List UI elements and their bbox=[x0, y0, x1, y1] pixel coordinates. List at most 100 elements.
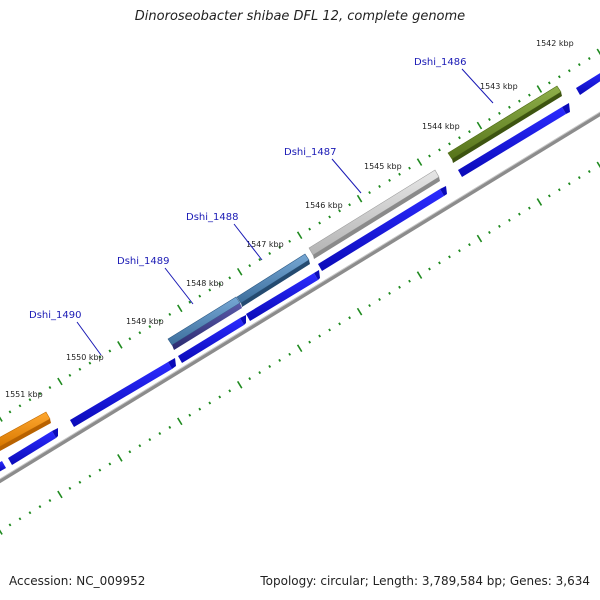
major-tick bbox=[296, 231, 303, 240]
major-tick bbox=[356, 307, 363, 316]
minor-tick bbox=[278, 358, 282, 362]
minor-tick bbox=[567, 69, 571, 73]
major-tick bbox=[117, 341, 123, 349]
major-tick bbox=[0, 529, 3, 535]
minor-tick bbox=[18, 517, 22, 521]
gene-leader-dshi-1488 bbox=[233, 223, 263, 261]
minor-tick bbox=[258, 371, 262, 375]
minor-tick bbox=[68, 373, 72, 377]
minor-tick bbox=[408, 166, 411, 170]
minor-tick bbox=[328, 215, 332, 219]
minor-tick bbox=[577, 63, 581, 67]
gene-label-dshi-1486[interactable]: Dshi_1486 bbox=[414, 57, 466, 68]
minor-tick bbox=[38, 505, 42, 509]
minor-tick bbox=[88, 474, 92, 478]
cds-arrow-7[interactable] bbox=[0, 461, 6, 472]
minor-tick bbox=[318, 221, 322, 225]
ruler-label-1550: 1550 kbp bbox=[66, 353, 104, 362]
minor-tick bbox=[557, 188, 561, 192]
minor-tick bbox=[48, 499, 52, 503]
major-tick bbox=[57, 490, 63, 499]
ruler-label-1542: 1542 kbp bbox=[536, 39, 574, 48]
minor-tick bbox=[148, 325, 152, 329]
major-tick bbox=[596, 48, 600, 56]
cds-arrow-4[interactable] bbox=[178, 315, 246, 363]
gene-label-dshi-1487[interactable]: Dshi_1487 bbox=[284, 147, 336, 158]
gene-block-dshi-1489[interactable] bbox=[167, 296, 242, 350]
minor-tick bbox=[378, 184, 381, 188]
gene-block-dshi-1491[interactable] bbox=[0, 411, 51, 451]
minor-tick bbox=[198, 294, 202, 298]
minor-tick bbox=[338, 209, 341, 213]
genome-backbone bbox=[0, 111, 600, 484]
gene-label-dshi-1488[interactable]: Dshi_1488 bbox=[186, 212, 238, 223]
minor-tick bbox=[28, 398, 32, 402]
cds-arrow-3[interactable] bbox=[246, 270, 320, 321]
minor-tick bbox=[198, 407, 202, 411]
minor-tick bbox=[547, 81, 551, 85]
minor-tick bbox=[428, 154, 431, 158]
major-tick bbox=[536, 198, 543, 206]
ruler-label-1551: 1551 kbp bbox=[5, 390, 43, 399]
minor-tick bbox=[168, 312, 172, 316]
minor-tick bbox=[308, 340, 312, 344]
minor-tick bbox=[448, 142, 451, 146]
minor-tick bbox=[128, 337, 132, 341]
minor-tick bbox=[368, 304, 371, 308]
cds-arrow-2[interactable] bbox=[318, 186, 447, 271]
minor-tick bbox=[577, 176, 581, 180]
ruler-label-1546: 1546 kbp bbox=[305, 201, 343, 210]
ruler-label-1548: 1548 kbp bbox=[186, 279, 224, 288]
minor-tick bbox=[188, 300, 192, 304]
minor-tick bbox=[338, 322, 341, 326]
minor-tick bbox=[388, 178, 391, 182]
minor-tick bbox=[587, 170, 591, 174]
major-tick bbox=[57, 377, 63, 386]
minor-tick bbox=[288, 352, 292, 356]
ruler-label-1543: 1543 kbp bbox=[480, 82, 518, 91]
cds-arrow-8[interactable] bbox=[576, 70, 600, 95]
cds-arrow-5[interactable] bbox=[70, 358, 176, 427]
minor-tick bbox=[78, 367, 82, 371]
minor-tick bbox=[527, 93, 531, 97]
minor-tick bbox=[248, 377, 252, 381]
minor-tick bbox=[388, 291, 391, 295]
cds-arrow-1[interactable] bbox=[458, 103, 570, 177]
minor-tick bbox=[48, 386, 52, 390]
minor-tick bbox=[188, 413, 192, 417]
minor-tick bbox=[468, 243, 471, 247]
gene-block-dshi-1486[interactable] bbox=[447, 85, 562, 163]
minor-tick bbox=[408, 279, 411, 283]
minor-tick bbox=[208, 401, 212, 405]
minor-tick bbox=[98, 468, 102, 472]
minor-tick bbox=[587, 57, 591, 61]
gene-block-dshi-1487[interactable] bbox=[308, 169, 440, 259]
cds-arrow-6[interactable] bbox=[8, 428, 58, 465]
minor-tick bbox=[428, 267, 431, 271]
gene-block-dshi-1488[interactable] bbox=[236, 253, 310, 307]
minor-tick bbox=[448, 255, 451, 259]
minor-tick bbox=[218, 395, 222, 399]
gene-label-dshi-1490[interactable]: Dshi_1490 bbox=[29, 310, 81, 321]
ruler-label-1547: 1547 kbp bbox=[246, 240, 284, 249]
minor-tick bbox=[458, 249, 461, 253]
genome-backbone-highlight bbox=[0, 111, 600, 480]
minor-tick bbox=[158, 319, 162, 323]
minor-tick bbox=[38, 392, 42, 396]
minor-tick bbox=[398, 172, 401, 176]
genome-summary-text: Topology: circular; Length: 3,789,584 bp… bbox=[260, 574, 590, 588]
minor-tick bbox=[288, 239, 292, 243]
gene-label-dshi-1489[interactable]: Dshi_1489 bbox=[117, 256, 169, 267]
minor-tick bbox=[488, 117, 491, 121]
major-tick bbox=[296, 344, 303, 353]
inner-tick-ring bbox=[0, 161, 600, 535]
minor-tick bbox=[318, 334, 322, 338]
ruler-label-1549: 1549 kbp bbox=[126, 317, 164, 326]
minor-tick bbox=[148, 438, 152, 442]
ruler-label-1545: 1545 kbp bbox=[364, 162, 402, 171]
minor-tick bbox=[228, 276, 232, 280]
gene-leader-dshi-1490 bbox=[76, 321, 102, 356]
minor-tick bbox=[518, 212, 521, 216]
major-tick bbox=[416, 271, 423, 279]
